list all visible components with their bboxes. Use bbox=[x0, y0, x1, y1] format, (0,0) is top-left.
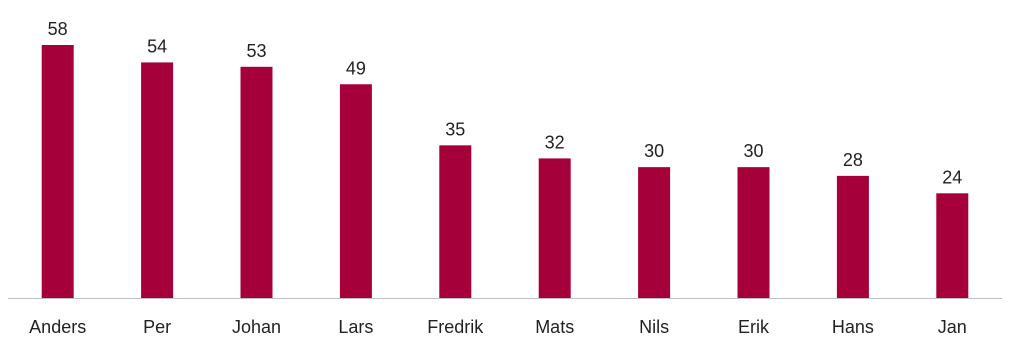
bar-nils bbox=[638, 167, 671, 298]
category-label-erik: Erik bbox=[738, 317, 770, 337]
value-labels-layer: 58 54 53 49 35 32 30 30 28 24 bbox=[48, 19, 963, 187]
bar-per bbox=[141, 62, 174, 299]
category-label-johan: Johan bbox=[232, 317, 281, 337]
bars-layer bbox=[41, 45, 969, 299]
bar-lars bbox=[339, 84, 372, 298]
value-label-erik: 30 bbox=[743, 141, 763, 161]
bar-fredrik bbox=[439, 145, 472, 298]
category-label-fredrik: Fredrik bbox=[427, 317, 484, 337]
value-label-mats: 32 bbox=[545, 132, 565, 152]
category-label-anders: Anders bbox=[29, 317, 86, 337]
bar-hans bbox=[836, 175, 869, 298]
category-label-per: Per bbox=[143, 317, 171, 337]
category-label-jan: Jan bbox=[938, 317, 967, 337]
bar-anders bbox=[41, 45, 74, 298]
value-label-hans: 28 bbox=[843, 150, 863, 170]
value-label-per: 54 bbox=[147, 36, 167, 56]
value-label-lars: 49 bbox=[346, 58, 366, 78]
value-label-anders: 58 bbox=[48, 19, 68, 39]
value-label-fredrik: 35 bbox=[445, 119, 465, 139]
bar-johan bbox=[240, 66, 273, 298]
bar-erik bbox=[737, 167, 770, 298]
category-label-mats: Mats bbox=[535, 317, 574, 337]
category-label-hans: Hans bbox=[832, 317, 874, 337]
category-label-nils: Nils bbox=[639, 317, 669, 337]
bar-mats bbox=[538, 158, 571, 298]
value-label-jan: 24 bbox=[942, 167, 962, 187]
category-labels-layer: Anders Per Johan Lars Fredrik Mats Nils Erik Han… bbox=[29, 317, 967, 337]
value-label-nils: 30 bbox=[644, 141, 664, 161]
category-label-lars: Lars bbox=[338, 317, 373, 337]
value-label-johan: 53 bbox=[246, 41, 266, 61]
bar-jan bbox=[936, 193, 969, 298]
